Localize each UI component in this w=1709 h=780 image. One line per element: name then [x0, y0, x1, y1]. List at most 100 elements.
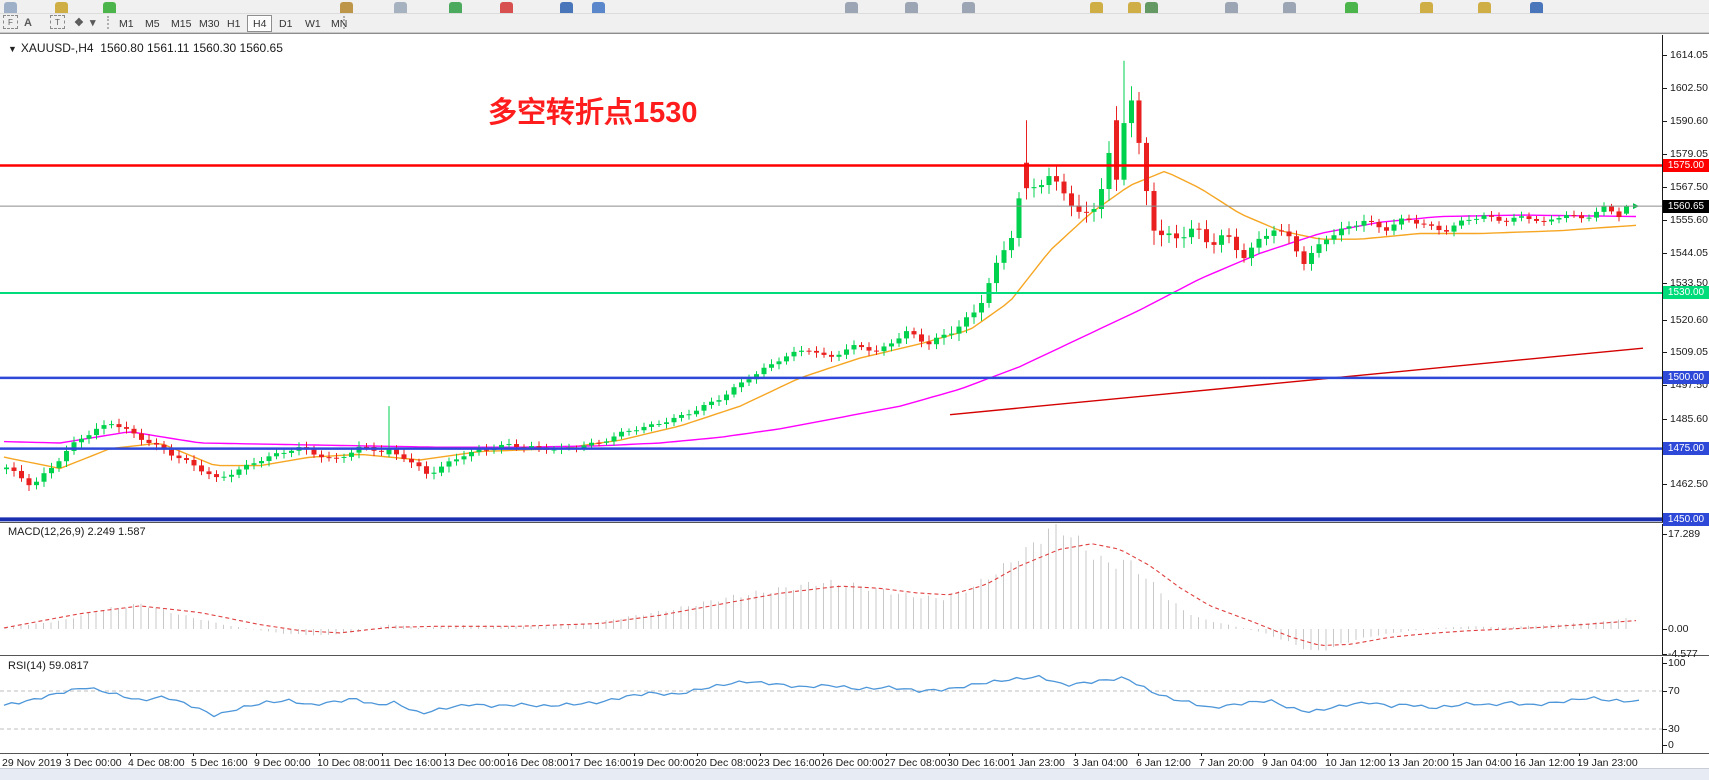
- candle-body: [266, 456, 272, 462]
- candle-body: [251, 463, 257, 465]
- chart-window[interactable]: ▼ XAUUSD-,H4 1560.80 1561.11 1560.30 1560…: [0, 33, 1709, 780]
- print-icon[interactable]: [394, 2, 407, 13]
- candle-body: [139, 433, 144, 440]
- price-tick-label: 1533.50: [1670, 277, 1708, 290]
- toolbar-separator: [107, 16, 109, 29]
- candle-body: [994, 262, 999, 284]
- cursor-icon[interactable]: [1478, 2, 1491, 13]
- window-icon[interactable]: [4, 2, 17, 13]
- new-chart-icon[interactable]: [103, 2, 116, 13]
- rsi-pane-separator-highlight: [0, 656, 1709, 657]
- candle-body: [416, 462, 422, 467]
- pencil-icon[interactable]: [1090, 2, 1103, 13]
- arrow-tool-icon[interactable]: A: [24, 16, 32, 29]
- candle-body: [589, 442, 594, 446]
- time-tick-mark: [571, 753, 572, 756]
- candle-body: [199, 465, 204, 472]
- candle-body: [439, 466, 444, 473]
- candle-body: [649, 424, 654, 427]
- candle-body: [536, 446, 542, 448]
- candle-body: [401, 454, 407, 459]
- candle-body: [1099, 189, 1104, 210]
- indicator-arrows-tool-icon[interactable]: ❖: [74, 17, 84, 29]
- macd-pane-separator[interactable]: [0, 522, 1709, 523]
- timeframe-button-h1[interactable]: H1: [227, 17, 241, 30]
- main-toolbar[interactable]: [0, 0, 1709, 14]
- candle-body: [859, 345, 864, 348]
- time-axis-label: 10 Jan 12:00: [1325, 757, 1386, 769]
- timeframe-button-m1[interactable]: M1: [119, 17, 134, 30]
- candle-body: [1354, 225, 1359, 227]
- candle-body: [259, 461, 264, 464]
- time-axis-label: 11 Dec 16:00: [380, 757, 442, 769]
- candle-body: [116, 424, 122, 428]
- ma-slow-line: [3, 214, 1637, 448]
- candle-body: [1324, 239, 1329, 245]
- candle-body: [409, 458, 414, 463]
- time-axis-label: 20 Dec 08:00: [695, 757, 758, 769]
- time-tick-mark: [67, 753, 68, 756]
- cursor-icon[interactable]: [1420, 2, 1433, 13]
- select-box-tool-icon[interactable]: F: [3, 15, 18, 29]
- candle-body: [1384, 227, 1389, 231]
- timeframe-button-h4[interactable]: H4: [247, 15, 273, 32]
- candle-body: [664, 422, 669, 425]
- plus-icon[interactable]: [1345, 2, 1358, 13]
- candle-body: [1534, 218, 1539, 221]
- symbol-dropdown-icon[interactable]: ▼: [8, 44, 17, 54]
- candle-body: [1294, 236, 1299, 252]
- harrow-icon[interactable]: [1225, 2, 1238, 13]
- candle-body: [244, 464, 249, 470]
- timeframe-button-m15[interactable]: M15: [171, 17, 192, 30]
- price-tick-label: 1520.60: [1670, 313, 1708, 326]
- candle-body: [1121, 123, 1127, 180]
- time-tick-mark: [1012, 753, 1013, 756]
- diamond-icon[interactable]: [340, 2, 353, 13]
- globe-icon[interactable]: [1530, 2, 1543, 13]
- candle-body: [326, 457, 332, 459]
- bars-icon[interactable]: [592, 2, 605, 13]
- stop-icon[interactable]: [500, 2, 513, 13]
- timeframe-button-d1[interactable]: D1: [279, 17, 293, 30]
- symbol-ohlc-line[interactable]: ▼ XAUUSD-,H4 1560.80 1561.11 1560.30 1560…: [8, 41, 283, 55]
- toolbar-separator: [343, 16, 345, 29]
- hline-icon[interactable]: [962, 2, 975, 13]
- candle-body: [26, 478, 32, 486]
- candle-body: [154, 442, 159, 445]
- candle-body: [791, 351, 797, 357]
- price-tick-label: 1555.60: [1670, 214, 1708, 227]
- refresh-icon[interactable]: [560, 2, 573, 13]
- candle-body: [499, 444, 504, 449]
- text-label-tool-icon[interactable]: T: [50, 15, 65, 29]
- candle-body: [169, 449, 174, 456]
- rsi-tick-label: 100: [1668, 656, 1686, 669]
- candle-body: [1054, 176, 1059, 182]
- timeframe-button-w1[interactable]: W1: [305, 17, 321, 30]
- time-tick-mark: [382, 753, 383, 756]
- forward-icon[interactable]: [449, 2, 462, 13]
- timeframe-button-m30[interactable]: M30: [199, 17, 220, 30]
- timeframe-button-m5[interactable]: M5: [145, 17, 160, 30]
- candle-body: [1541, 220, 1547, 222]
- candle-body: [619, 431, 624, 437]
- candle-body: [364, 446, 369, 448]
- candle-body: [701, 405, 707, 411]
- candle-body: [1391, 224, 1397, 231]
- timeframe-button-mn[interactable]: MN: [331, 17, 348, 30]
- dropdown-caret-icon[interactable]: ▾: [90, 17, 96, 29]
- time-axis-label: 1 Jan 23:00: [1010, 757, 1065, 769]
- ohlc-values: 1560.80 1561.11 1560.30 1560.65: [100, 41, 283, 55]
- hline-icon[interactable]: [845, 2, 858, 13]
- candle-body: [1061, 181, 1067, 194]
- rsi-pane-separator[interactable]: [0, 655, 1709, 656]
- zoom-icon[interactable]: [55, 2, 68, 13]
- grid-icon[interactable]: [1145, 2, 1158, 13]
- time-tick-mark: [256, 753, 257, 756]
- harrow-icon[interactable]: [1283, 2, 1296, 13]
- pencil-icon[interactable]: [1128, 2, 1141, 13]
- hline-icon[interactable]: [905, 2, 918, 13]
- price-level-badge-1500.00: 1500.00: [1663, 371, 1709, 385]
- candle-body: [386, 448, 392, 455]
- chart-canvas[interactable]: [0, 34, 1709, 780]
